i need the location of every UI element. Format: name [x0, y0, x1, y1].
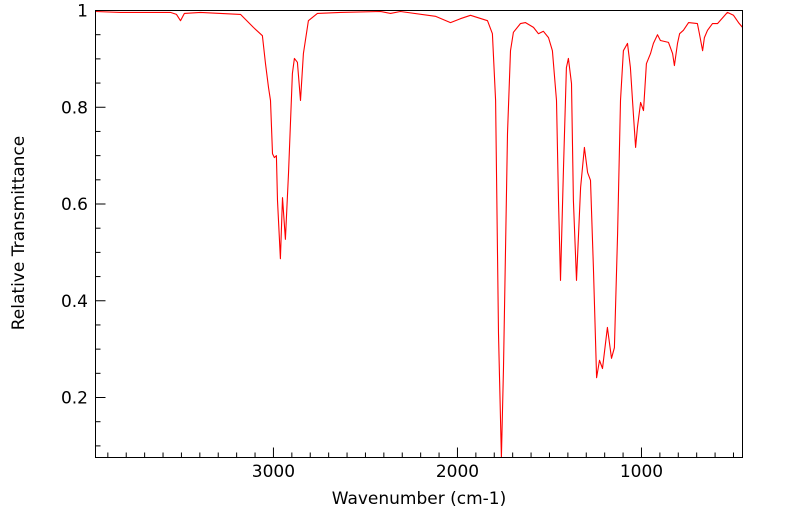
x-tick-label: 2000 [436, 462, 479, 482]
axis-ticks [95, 10, 734, 458]
x-axis-label: Wavenumber (cm-1) [332, 489, 507, 509]
y-tick-label: 0.2 [61, 389, 88, 409]
y-axis-label: Relative Transmittance [9, 136, 29, 331]
y-tick-label: 1 [77, 2, 88, 22]
x-tick-label: 1000 [620, 462, 663, 482]
y-tick-label: 0.6 [61, 195, 88, 215]
y-tick-label: 0.4 [61, 292, 88, 312]
spectrum-line [95, 10, 743, 459]
plot-frame [95, 10, 743, 458]
x-tick-labels: 3000 2000 1000 [252, 462, 663, 482]
y-tick-label: 0.8 [61, 98, 88, 118]
x-tick-label: 3000 [252, 462, 295, 482]
y-tick-labels: 0.2 0.4 0.6 0.8 1 [61, 2, 88, 409]
